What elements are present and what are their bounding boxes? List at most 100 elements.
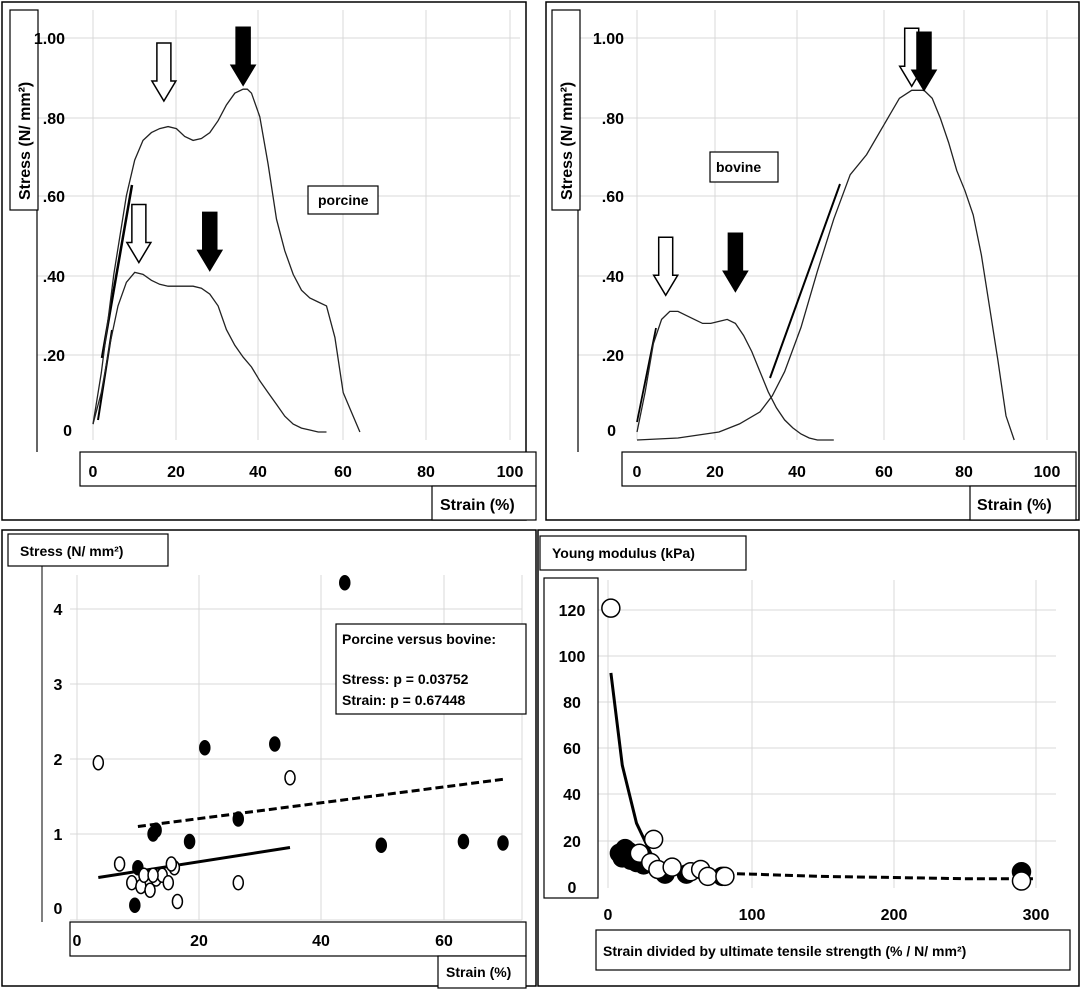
y-tick-label: 4 [54, 602, 63, 619]
gridlines [578, 10, 1078, 440]
data-point-open [144, 882, 156, 898]
curve-secondary [92, 271, 327, 433]
x-tick-label: 40 [788, 464, 806, 481]
x-axis-label-box [595, 929, 1071, 971]
x-tick-label: 100 [497, 464, 524, 481]
legend-stress-p: Stress: p = 0.03752 [342, 671, 469, 687]
x-axis-box [79, 451, 537, 487]
filled-arrow-icon [196, 211, 224, 272]
data-point-open [171, 893, 184, 910]
annotation-box [709, 151, 779, 183]
panel-young-modulus-scatter: Young modulus (kPa) 0 20 40 60 80 100 12… [537, 529, 1080, 987]
x-tick-label: 20 [706, 464, 724, 481]
filled-arrow-icon [722, 232, 749, 293]
data-point-filled [232, 811, 245, 827]
data-point-filled [147, 826, 159, 842]
panel-border [1, 529, 537, 987]
panel-bovine-stress-strain: Stress (N/ mm²) 1.00 .80 .60 .40 .20 0 0… [545, 1, 1080, 521]
y-tick-label: 60 [563, 741, 581, 758]
x-tick-label: 80 [955, 464, 973, 481]
y-tick-labels: 0 1 2 3 4 [54, 602, 63, 918]
x-axis-label-box [437, 955, 527, 989]
slope-line [769, 183, 841, 379]
y-tick-label: 1 [54, 827, 63, 844]
y-tick-labels: 1.00 .80 .60 .40 .20 0 [34, 31, 72, 440]
y-axis-label: Stress (N/ mm²) [559, 82, 576, 200]
y-tick-label: 1.00 [34, 31, 65, 48]
chart-title: Stress (N/ mm²) [20, 543, 123, 559]
data-point-open [1011, 871, 1032, 891]
y-tick-label: 80 [563, 695, 581, 712]
y-tick-label: .40 [602, 269, 624, 286]
x-tick-labels: 0 100 200 300 [604, 907, 1050, 924]
data-point-filled [375, 837, 388, 853]
filled-arrow-icon [229, 26, 257, 87]
title-box [539, 535, 747, 571]
open-arrow-icon [125, 203, 153, 264]
x-axis-label-box [431, 485, 537, 521]
slope-line [636, 327, 657, 423]
y-tick-label: .60 [43, 189, 65, 206]
y-tick-label: .20 [602, 348, 624, 365]
x-tick-label: 0 [604, 907, 613, 924]
data-point-open [232, 875, 245, 891]
x-tick-label: 40 [249, 464, 267, 481]
annotation-box [307, 185, 379, 215]
y-tick-label: 20 [563, 834, 581, 851]
x-tick-label: 60 [435, 933, 453, 950]
y-tick-label: 120 [559, 603, 586, 620]
y-tick-label: 3 [54, 677, 63, 694]
trendline-dashed [137, 777, 504, 828]
data-point-open [601, 598, 621, 618]
x-tick-label: 0 [89, 464, 98, 481]
annotation-bovine: bovine [716, 159, 761, 175]
data-point-filled [199, 740, 211, 756]
panel-border [545, 1, 1080, 521]
y-tick-label: .80 [43, 111, 65, 128]
data-point-filled [269, 736, 281, 752]
y-tick-labels: 0 20 40 60 80 100 120 [559, 603, 586, 897]
data-point-open [165, 856, 178, 872]
open-arrow-icon [652, 236, 680, 297]
x-tick-label: 0 [73, 933, 82, 950]
y-tick-label: 0 [63, 423, 72, 440]
y-tick-label: 40 [563, 787, 581, 804]
x-tick-labels: 0 20 40 60 80 100 [633, 464, 1061, 481]
legend-strain-p: Strain: p = 0.67448 [342, 692, 466, 708]
filled-arrow-icon [910, 31, 938, 92]
title-box [7, 533, 169, 567]
x-tick-label: 100 [739, 907, 766, 924]
open-arrow-icon [150, 42, 178, 103]
y-tick-label: 0 [607, 423, 616, 440]
x-tick-label: 60 [334, 464, 352, 481]
trendline-solid [98, 846, 291, 879]
x-tick-label: 300 [1023, 907, 1050, 924]
data-point-open [698, 866, 718, 887]
y-tick-label: .80 [602, 111, 624, 128]
y-axis-label-box [551, 9, 581, 211]
x-axis-box [69, 921, 527, 957]
y-tick-label: 100 [559, 649, 586, 666]
panel-border [1, 1, 527, 521]
y-tick-labels: 1.00 .80 .60 .40 .20 0 [593, 31, 624, 440]
y-axis-label-box [9, 9, 39, 211]
y-tick-label: 2 [54, 752, 63, 769]
x-axis-box [621, 451, 1077, 487]
chart-title: Young modulus (kPa) [552, 545, 695, 561]
panel-stress-vs-strain-scatter: Stress (N/ mm²) 0 1 2 3 4 0 20 40 60 Str… [1, 529, 537, 989]
data-point-filled [183, 833, 196, 850]
data-point-open [643, 829, 664, 850]
y-axis-box [543, 577, 599, 899]
curve-primary [636, 89, 1015, 441]
x-axis-label: Strain (%) [440, 497, 515, 514]
x-tick-label: 80 [417, 464, 435, 481]
x-tick-label: 0 [633, 464, 642, 481]
data-point-open [662, 857, 682, 877]
y-tick-label: 0 [568, 880, 577, 897]
data-point-open [162, 875, 175, 891]
y-axis-label: Stress (N/ mm²) [17, 82, 34, 200]
data-point-filled [129, 897, 141, 913]
data-point-open [284, 770, 296, 786]
x-axis-label-box [969, 485, 1077, 521]
